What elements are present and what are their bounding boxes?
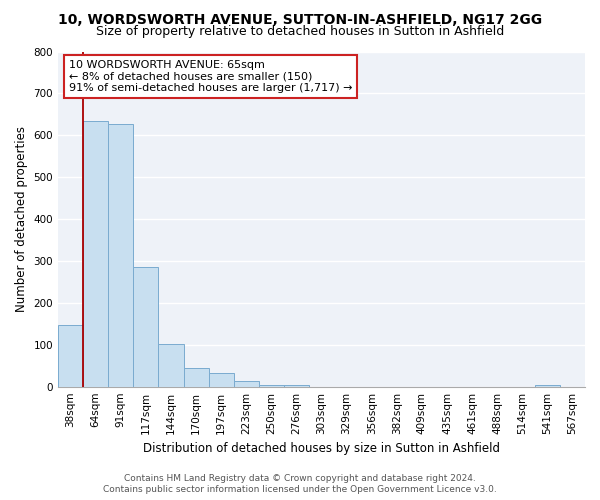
Bar	[158, 344, 184, 387]
Bar	[209, 374, 233, 386]
Y-axis label: Number of detached properties: Number of detached properties	[15, 126, 28, 312]
Bar	[58, 324, 83, 386]
Bar	[184, 368, 209, 386]
X-axis label: Distribution of detached houses by size in Sutton in Ashfield: Distribution of detached houses by size …	[143, 442, 500, 455]
Bar	[108, 124, 133, 386]
Text: 10 WORDSWORTH AVENUE: 65sqm
← 8% of detached houses are smaller (150)
91% of sem: 10 WORDSWORTH AVENUE: 65sqm ← 8% of deta…	[68, 60, 352, 93]
Bar	[259, 384, 284, 386]
Bar	[284, 384, 309, 386]
Bar	[133, 268, 158, 386]
Bar	[233, 381, 259, 386]
Text: 10, WORDSWORTH AVENUE, SUTTON-IN-ASHFIELD, NG17 2GG: 10, WORDSWORTH AVENUE, SUTTON-IN-ASHFIEL…	[58, 12, 542, 26]
Bar	[535, 384, 560, 386]
Text: Contains HM Land Registry data © Crown copyright and database right 2024.
Contai: Contains HM Land Registry data © Crown c…	[103, 474, 497, 494]
Text: Size of property relative to detached houses in Sutton in Ashfield: Size of property relative to detached ho…	[96, 25, 504, 38]
Bar	[83, 120, 108, 386]
